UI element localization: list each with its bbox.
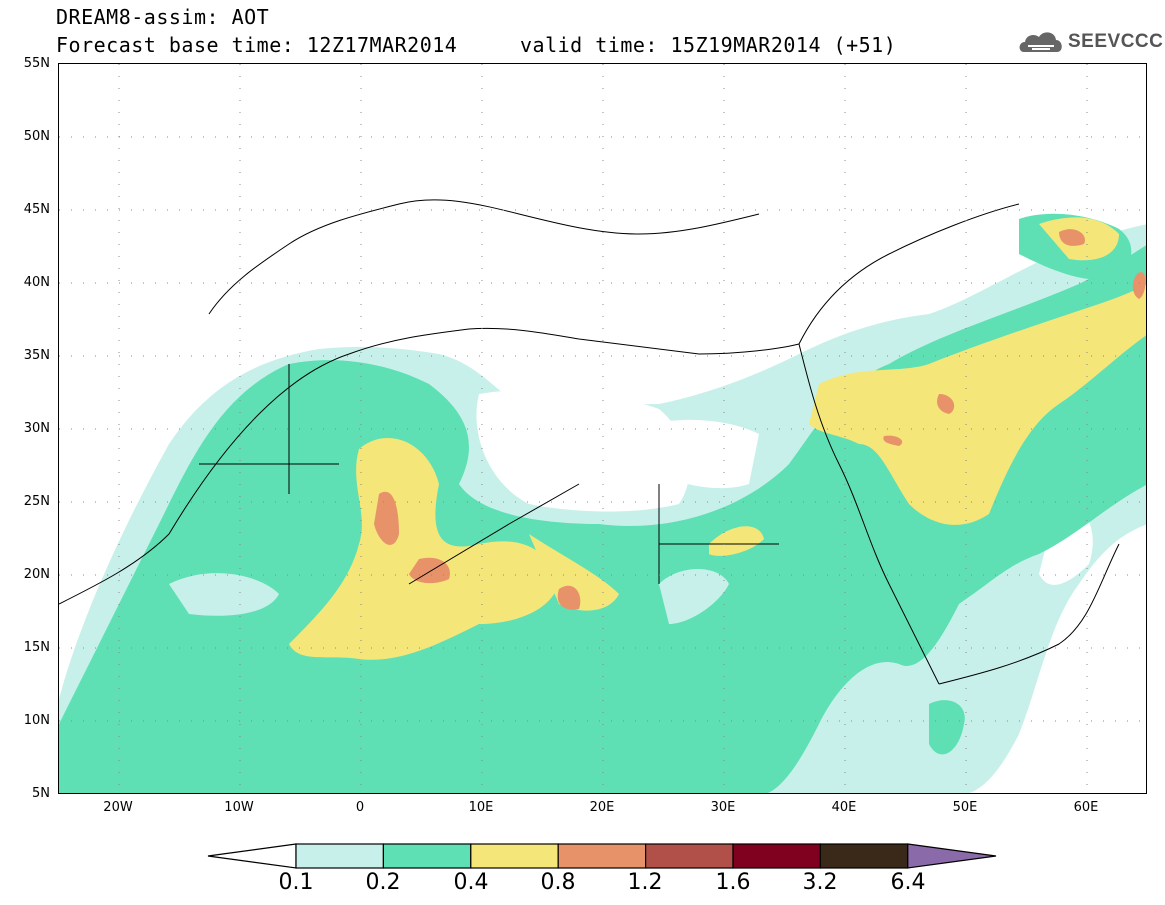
- colorbar-label: 0.2: [365, 870, 401, 895]
- lon-label: 20E: [589, 800, 615, 815]
- cloud-icon: [1019, 32, 1062, 52]
- lat-label: 10N: [23, 713, 50, 728]
- coastlines: [59, 199, 1120, 685]
- lon-label: 10E: [468, 800, 494, 815]
- colorbar-box: [644, 843, 734, 869]
- colorbar-box: [382, 843, 472, 869]
- colorbar-label: 1.2: [627, 870, 663, 895]
- colorbar-label: 0.1: [278, 870, 314, 895]
- logo-text: SEEVCCC: [1068, 31, 1164, 52]
- map-panel: [58, 63, 1147, 794]
- lat-label: 5N: [32, 786, 50, 801]
- lat-label: 40N: [23, 275, 50, 290]
- colorbar: [207, 843, 997, 869]
- lon-label: 40E: [831, 800, 857, 815]
- lat-label: 45N: [23, 202, 50, 217]
- colorbar-under-triangle: [207, 843, 297, 869]
- colorbar-label: 0.4: [453, 870, 489, 895]
- lat-label: 50N: [23, 129, 50, 144]
- aot-0.4-fill: [289, 217, 1146, 660]
- lat-label: 35N: [23, 348, 50, 363]
- aot-map: [59, 64, 1146, 793]
- colorbar-box: [295, 843, 385, 869]
- lon-label: 50E: [952, 800, 978, 815]
- lat-label: 55N: [23, 56, 50, 71]
- lon-label: 20W: [103, 800, 133, 815]
- colorbar-over-triangle: [907, 843, 997, 869]
- lat-label: 15N: [23, 640, 50, 655]
- lon-label: 30E: [710, 800, 736, 815]
- lon-label: 0: [355, 800, 365, 815]
- lat-label: 30N: [23, 421, 50, 436]
- aot-0.8-fill: [374, 229, 1146, 610]
- lon-label: 10W: [224, 800, 254, 815]
- colorbar-label: 6.4: [890, 870, 926, 895]
- lon-label: 60E: [1073, 800, 1099, 815]
- colorbar-box: [470, 843, 559, 869]
- lat-label: 20N: [23, 567, 50, 582]
- colorbar-label: 1.6: [715, 870, 751, 895]
- colorbar-box: [732, 843, 822, 869]
- colorbar-box: [819, 843, 909, 869]
- aot-below-0.1: [476, 389, 1093, 585]
- colorbar-label: 3.2: [802, 870, 838, 895]
- title-line-2: Forecast base time: 12Z17MAR2014 valid t…: [56, 33, 897, 57]
- colorbar-label: 0.8: [540, 870, 576, 895]
- colorbar-box: [557, 843, 647, 869]
- title-line-1: DREAM8-assim: AOT: [56, 5, 270, 29]
- lat-label: 25N: [23, 494, 50, 509]
